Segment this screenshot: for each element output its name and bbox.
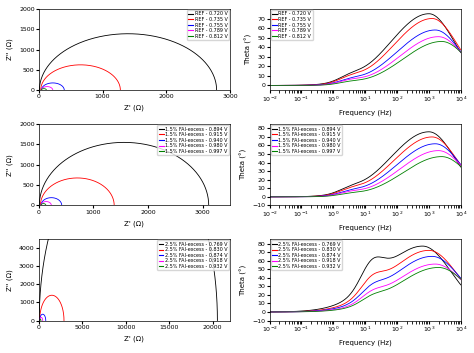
Legend: REF - 0.720 V, REF - 0.735 V, REF - 0.755 V, REF - 0.789 V, REF - 0.812 V: REF - 0.720 V, REF - 0.735 V, REF - 0.75… (271, 10, 313, 40)
X-axis label: Frequency (Hz): Frequency (Hz) (339, 340, 392, 346)
X-axis label: Z' (Ω): Z' (Ω) (125, 220, 145, 227)
Legend: 1.5% FAI-excess - 0.894 V, 1.5% FAI-excess - 0.915 V, 1.5% FAI-excess - 0.940 V,: 1.5% FAI-excess - 0.894 V, 1.5% FAI-exce… (157, 125, 229, 155)
Y-axis label: Theta (°): Theta (°) (245, 34, 252, 65)
X-axis label: Frequency (Hz): Frequency (Hz) (339, 109, 392, 116)
X-axis label: Z' (Ω): Z' (Ω) (125, 335, 145, 342)
Legend: 2.5% FAI-excess - 0.769 V, 2.5% FAI-excess - 0.830 V, 2.5% FAI-excess - 0.874 V,: 2.5% FAI-excess - 0.769 V, 2.5% FAI-exce… (271, 240, 342, 270)
Y-axis label: Theta (°): Theta (°) (240, 264, 247, 295)
Legend: REF - 0.720 V, REF - 0.735 V, REF - 0.755 V, REF - 0.789 V, REF - 0.812 V: REF - 0.720 V, REF - 0.735 V, REF - 0.75… (187, 10, 229, 40)
X-axis label: Frequency (Hz): Frequency (Hz) (339, 225, 392, 231)
Y-axis label: Theta (°): Theta (°) (240, 149, 247, 180)
Legend: 2.5% FAI-excess - 0.769 V, 2.5% FAI-excess - 0.830 V, 2.5% FAI-excess - 0.874 V,: 2.5% FAI-excess - 0.769 V, 2.5% FAI-exce… (157, 240, 229, 270)
Y-axis label: Z'' (Ω): Z'' (Ω) (7, 154, 13, 175)
X-axis label: Z' (Ω): Z' (Ω) (125, 105, 145, 112)
Legend: 1.5% FAI-excess - 0.894 V, 1.5% FAI-excess - 0.915 V, 1.5% FAI-excess - 0.940 V,: 1.5% FAI-excess - 0.894 V, 1.5% FAI-exce… (271, 125, 342, 155)
Y-axis label: Z'' (Ω): Z'' (Ω) (7, 39, 13, 60)
Y-axis label: Z'' (Ω): Z'' (Ω) (7, 269, 13, 291)
